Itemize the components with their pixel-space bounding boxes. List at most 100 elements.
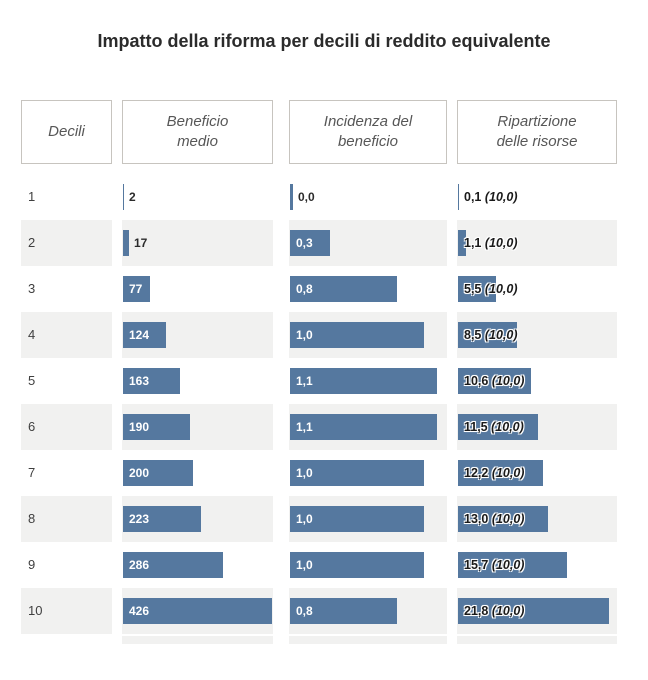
incidenza-bar[interactable]: [290, 460, 424, 486]
table-row: 7 200 1,0 12,2 (10,0): [0, 450, 648, 496]
bar-value-label: 0,8: [296, 604, 313, 618]
bar-value-label: 10,6 (10,0): [464, 358, 524, 404]
decile-cell: 4: [21, 312, 112, 358]
ripartizione-bar[interactable]: [458, 460, 543, 486]
value-cell: 21,8 (10,0): [457, 588, 617, 634]
value-cell: 13,0 (10,0): [457, 496, 617, 542]
column-header-text: medio: [177, 133, 218, 150]
incidenza-bar[interactable]: [290, 414, 437, 440]
decile-label: 8: [28, 511, 36, 526]
bar-value-label: 8,5 (10,0): [464, 312, 518, 358]
beneficio-medio-bar[interactable]: [123, 414, 190, 440]
decile-cell: 10: [21, 588, 112, 634]
table-row: 6 190 1,1 11,5 (10,0): [0, 404, 648, 450]
value-cell: 1,0: [289, 450, 447, 496]
value-cell: 426: [122, 588, 273, 634]
value-cell: 0,1 (10,0): [457, 174, 617, 220]
value-text: 12,2: [464, 466, 492, 480]
value-cell: 0,8: [289, 588, 447, 634]
ripartizione-bar[interactable]: [458, 506, 548, 532]
reference-value-text: (10,0): [484, 236, 518, 250]
decile-label: 7: [28, 465, 36, 480]
incidenza-bar[interactable]: [290, 552, 424, 578]
bar-value-label: 286: [129, 558, 150, 572]
ripartizione-bar[interactable]: [458, 230, 466, 256]
value-cell: 0,3: [289, 220, 447, 266]
decile-label: 1: [28, 189, 36, 204]
beneficio-medio-bar[interactable]: [123, 276, 150, 302]
decile-cell: 8: [21, 496, 112, 542]
value-text: 10,6: [464, 374, 492, 388]
decile-cell: 2: [21, 220, 112, 266]
value-text: 8,5: [464, 328, 485, 342]
value-cell: 10,6 (10,0): [457, 358, 617, 404]
bar-value-label: 223: [129, 512, 150, 526]
decile-label: 5: [28, 373, 36, 388]
bar-value-label: 77: [129, 282, 143, 296]
column-header-text: Ripartizione: [497, 113, 577, 130]
ripartizione-bar[interactable]: [458, 322, 517, 348]
value-cell: 200: [122, 450, 273, 496]
reference-value-text: (10,0): [491, 604, 525, 618]
incidenza-bar[interactable]: [290, 322, 424, 348]
beneficio-medio-bar[interactable]: [123, 598, 272, 624]
ripartizione-bar[interactable]: [458, 368, 532, 394]
column-footer-strip: [457, 636, 617, 644]
decile-label: 9: [28, 557, 36, 572]
bar-value-label: 124: [129, 328, 150, 342]
decile-label: 4: [28, 327, 36, 342]
reference-value-text: (10,0): [484, 190, 518, 204]
value-cell: 1,0: [289, 496, 447, 542]
bar-value-label: 426: [129, 604, 150, 618]
beneficio-medio-bar[interactable]: [123, 460, 193, 486]
decile-label: 10: [28, 603, 43, 618]
decile-label: 2: [28, 235, 36, 250]
incidenza-bar[interactable]: [290, 184, 293, 210]
beneficio-medio-bar[interactable]: [123, 506, 201, 532]
bar-value-label: 163: [129, 374, 150, 388]
decile-label: 6: [28, 419, 36, 434]
value-cell: 0,8: [289, 266, 447, 312]
value-cell: 1,1 (10,0): [457, 220, 617, 266]
table-row: 1 2 0,0 0,1 (10,0): [0, 174, 648, 220]
value-cell: 163: [122, 358, 273, 404]
ripartizione-bar[interactable]: [458, 598, 609, 624]
decile-cell: 9: [21, 542, 112, 588]
beneficio-medio-bar[interactable]: [123, 184, 124, 210]
decile-cell: 5: [21, 358, 112, 404]
value-cell: 1,0: [289, 312, 447, 358]
value-text: 21,8: [464, 604, 492, 618]
value-cell: 1,0: [289, 542, 447, 588]
incidenza-bar[interactable]: [290, 276, 397, 302]
reference-value-text: (10,0): [491, 374, 525, 388]
value-cell: 190: [122, 404, 273, 450]
bar-value-label: 13,0 (10,0): [464, 496, 524, 542]
value-cell: 286: [122, 542, 273, 588]
column-header-ripartizione: Ripartizione delle risorse: [457, 100, 617, 164]
incidenza-bar[interactable]: [290, 368, 437, 394]
reference-value-text: (10,0): [491, 466, 525, 480]
beneficio-medio-bar[interactable]: [123, 552, 223, 578]
ripartizione-bar[interactable]: [458, 414, 538, 440]
beneficio-medio-bar[interactable]: [123, 230, 129, 256]
value-cell: 1,1: [289, 358, 447, 404]
column-header-text: Decili: [48, 123, 85, 140]
incidenza-bar[interactable]: [290, 230, 331, 256]
incidenza-bar[interactable]: [290, 506, 424, 532]
incidenza-bar[interactable]: [290, 598, 397, 624]
ripartizione-bar[interactable]: [458, 552, 567, 578]
decile-label: 3: [28, 281, 36, 296]
ripartizione-bar[interactable]: [458, 276, 497, 302]
value-text: 0,1: [464, 190, 485, 204]
decile-cell: 6: [21, 404, 112, 450]
bar-value-label: 5,5 (10,0): [464, 266, 518, 312]
beneficio-medio-bar[interactable]: [123, 368, 180, 394]
column-header-text: beneficio: [337, 133, 399, 150]
bar-value-label: 0,3: [296, 236, 313, 250]
value-text: 13,0: [464, 512, 492, 526]
bar-value-label: 17: [134, 236, 148, 250]
column-header-beneficio-medio: Beneficio medio: [122, 100, 273, 164]
ripartizione-bar[interactable]: [458, 184, 459, 210]
beneficio-medio-bar[interactable]: [123, 322, 167, 348]
reference-value-text: (10,0): [491, 512, 525, 526]
